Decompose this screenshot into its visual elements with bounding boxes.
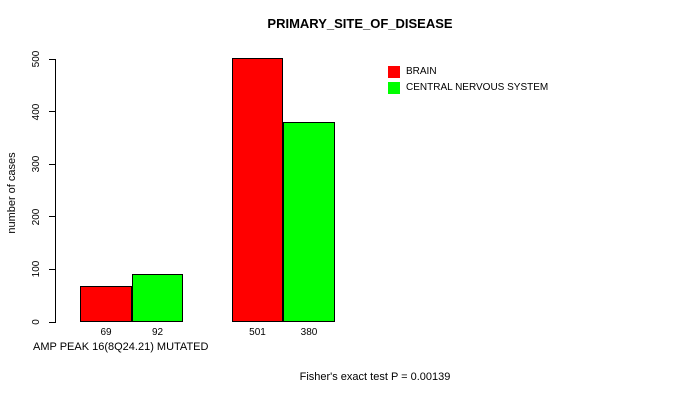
y-tick-mark-400: [49, 111, 55, 113]
y-tick-label-300: 300: [31, 155, 42, 173]
y-axis-label: number of cases: [6, 152, 18, 234]
y-tick-label-200: 200: [31, 208, 42, 226]
y-tick-label-100: 100: [31, 261, 42, 278]
y-tick-label-400: 400: [31, 103, 42, 120]
chart-title: PRIMARY_SITE_OF_DISEASE: [267, 16, 453, 31]
y-axis-line: [55, 59, 56, 323]
legend: BRAIN CENTRAL NERVOUS SYSTEM: [388, 65, 548, 94]
bar-brain-group-1: [80, 285, 132, 322]
bar-label-brain-group-2: 501: [249, 327, 266, 338]
legend-label-brain: BRAIN: [406, 66, 437, 77]
y-tick-mark-100: [49, 268, 55, 270]
y-tick-label-0: 0: [31, 319, 42, 325]
legend-label-central-nervous-system: CENTRAL NERVOUS SYSTEM: [406, 82, 549, 93]
bar-label-brain-group-1: 69: [100, 327, 112, 338]
x-axis-label: AMP PEAK 16(8Q24.21) MUTATED: [33, 341, 209, 353]
bar-label-central-nervous-system-group-1: 92: [151, 327, 164, 338]
legend-swatch-central-nervous-system: [388, 81, 400, 94]
stat-test-annotation: Fisher's exact test P = 0.00139: [299, 371, 451, 383]
bar-central-nervous-system-group-2: [283, 122, 335, 322]
y-tick-mark-0: [49, 321, 55, 323]
bar-label-central-nervous-system-group-2: 380: [300, 327, 318, 338]
y-tick-mark-200: [49, 216, 55, 218]
legend-swatch-brain: [388, 65, 400, 78]
bar-brain-group-2: [231, 58, 283, 322]
bar-central-nervous-system-group-1: [131, 273, 183, 322]
legend-item-central-nervous-system: CENTRAL NERVOUS SYSTEM: [388, 81, 548, 94]
legend-item-brain: BRAIN: [388, 65, 548, 78]
y-tick-mark-300: [49, 163, 55, 165]
y-tick-label-500: 500: [31, 50, 42, 68]
y-tick-mark-500: [49, 58, 55, 60]
